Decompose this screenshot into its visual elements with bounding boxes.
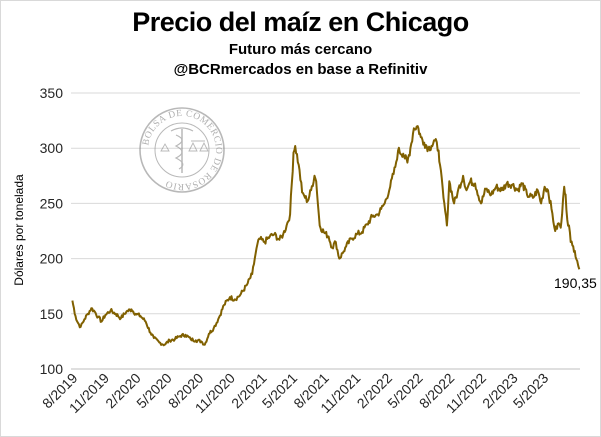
y-tick-label: 100 [40, 361, 64, 377]
chart-source: @BCRmercados en base a Refinitiv [173, 61, 428, 78]
chart-title: Precio del maíz en Chicago [132, 7, 469, 37]
x-tick-label: 5/2023 [510, 370, 552, 412]
x-axis-ticks: 8/201911/20192/20205/20208/202011/20202/… [39, 370, 552, 417]
y-tick-label: 350 [40, 85, 64, 101]
y-tick-label: 250 [40, 195, 64, 211]
chart-subtitle: Futuro más cercano [228, 41, 373, 58]
y-axis-label: Dólares por tonelada [12, 174, 26, 286]
y-axis-ticks: 100 150 200 250 300 350 [40, 85, 64, 377]
bcr-logo-watermark: BOLSA DE COMERCIO DE ROSARIO [139, 107, 225, 193]
price-series-line [71, 125, 581, 347]
y-tick-label: 300 [40, 140, 64, 156]
last-value-label: 190,35 [554, 275, 597, 291]
gridlines [71, 92, 580, 370]
y-tick-label: 150 [40, 306, 64, 322]
y-tick-label: 200 [40, 251, 64, 267]
